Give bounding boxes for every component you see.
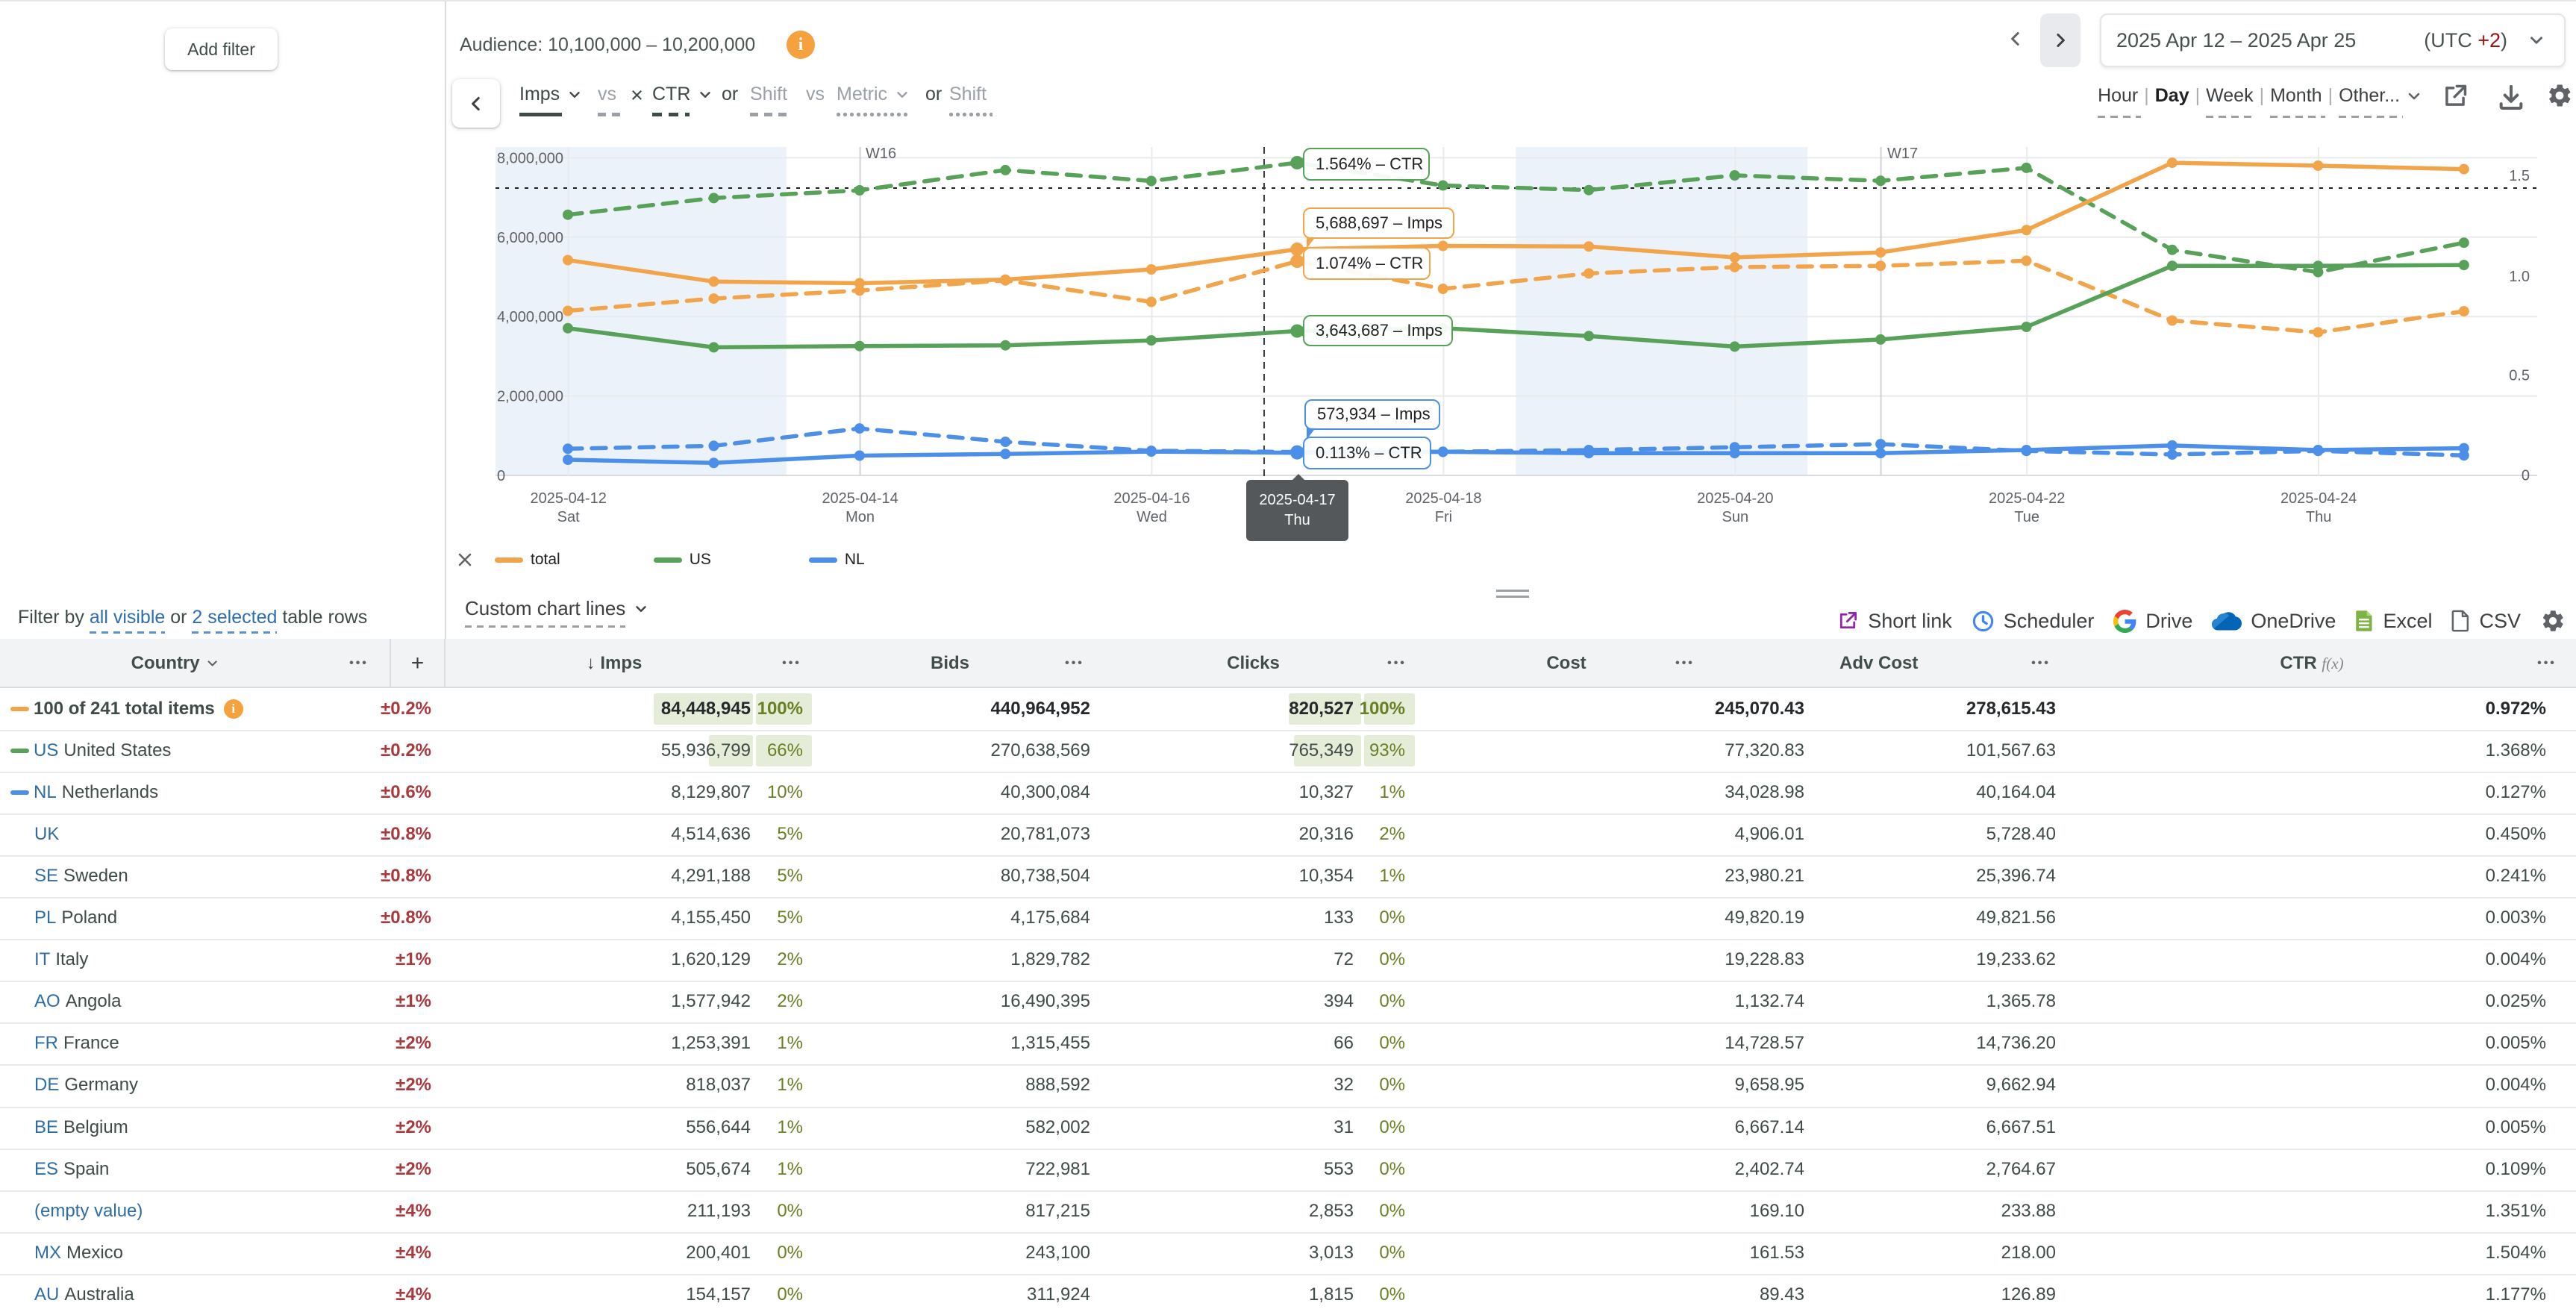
- svg-text:2025-04-22: 2025-04-22: [1989, 490, 2065, 507]
- svg-text:6,000,000: 6,000,000: [497, 230, 563, 246]
- svg-text:1.5: 1.5: [2509, 168, 2530, 184]
- svg-text:2025-04-20: 2025-04-20: [1697, 490, 1773, 507]
- svg-text:1.0: 1.0: [2509, 269, 2530, 285]
- svg-text:Wed: Wed: [1137, 509, 1167, 525]
- svg-text:Sun: Sun: [1722, 509, 1749, 525]
- svg-text:4,000,000: 4,000,000: [497, 309, 563, 325]
- svg-text:Tue: Tue: [2014, 509, 2039, 525]
- svg-text:W16: W16: [866, 146, 896, 162]
- svg-text:Mon: Mon: [845, 509, 875, 525]
- svg-text:0.5: 0.5: [2509, 368, 2530, 384]
- svg-text:Sat: Sat: [557, 509, 580, 525]
- svg-text:2,000,000: 2,000,000: [497, 389, 563, 405]
- svg-text:2025-04-12: 2025-04-12: [531, 490, 607, 507]
- svg-text:Thu: Thu: [2306, 509, 2331, 525]
- svg-text:8,000,000: 8,000,000: [497, 150, 563, 166]
- svg-text:0: 0: [497, 468, 505, 484]
- svg-text:Fri: Fri: [1435, 509, 1452, 525]
- svg-text:0: 0: [2522, 468, 2530, 484]
- svg-text:2025-04-16: 2025-04-16: [1113, 490, 1189, 507]
- svg-text:2025-04-14: 2025-04-14: [822, 490, 898, 507]
- svg-text:2025-04-24: 2025-04-24: [2280, 490, 2357, 507]
- svg-text:2025-04-18: 2025-04-18: [1405, 490, 1481, 507]
- svg-text:W17: W17: [1887, 146, 1918, 162]
